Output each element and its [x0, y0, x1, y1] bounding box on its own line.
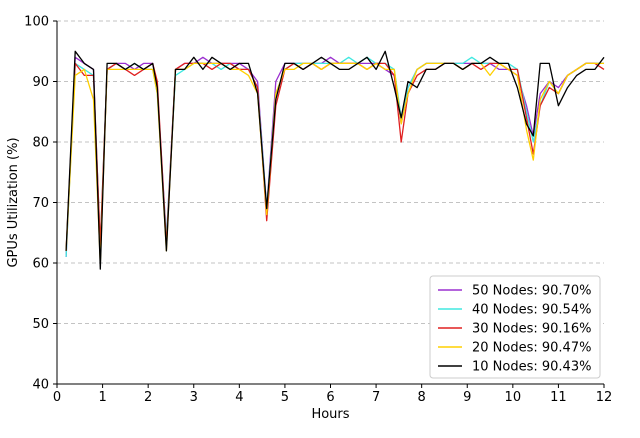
x-tick-label: 5	[281, 390, 289, 405]
x-tick-label: 2	[144, 390, 152, 405]
x-tick-label: 0	[53, 390, 61, 405]
series-line-4	[65, 50, 605, 270]
x-tick-label: 4	[235, 390, 243, 405]
series-line-1	[65, 56, 604, 257]
x-tick-label: 7	[372, 390, 380, 405]
legend: 50 Nodes: 90.70% 40 Nodes: 90.54% 30 Nodes…	[429, 275, 601, 379]
y-tick-label: 90	[32, 75, 49, 90]
x-tick-label: 10	[505, 390, 522, 405]
x-tick-label: 11	[550, 390, 567, 405]
x-tick-label: 9	[463, 390, 471, 405]
series-line-3	[65, 62, 604, 264]
x-tick-label: 1	[98, 390, 106, 405]
x-tick-label: 8	[418, 390, 426, 405]
legend-entry-0: 50 Nodes: 90.70%	[472, 284, 591, 299]
y-tick-label: 70	[32, 196, 49, 211]
series-layer	[65, 50, 605, 270]
x-tick-label: 6	[326, 390, 334, 405]
x-tick-label: 12	[596, 390, 613, 405]
x-tick-label: 3	[190, 390, 198, 405]
y-tick-label: 50	[32, 317, 49, 332]
series-line-0	[65, 56, 604, 257]
legend-entry-4: 10 Nodes: 90.43%	[472, 360, 591, 375]
legend-entry-1: 40 Nodes: 90.54%	[472, 303, 591, 318]
x-axis-label: Hours	[311, 407, 349, 422]
y-tick-label: 60	[32, 257, 49, 272]
legend-entry-2: 30 Nodes: 90.16%	[472, 322, 591, 337]
series-line-2	[65, 62, 605, 251]
y-tick-label: 80	[32, 136, 49, 151]
y-axis-label: GPUs Utilization (%)	[6, 137, 21, 267]
legend-entry-3: 20 Nodes: 90.47%	[472, 341, 591, 356]
y-tick-label: 100	[24, 15, 49, 30]
y-tick-label: 40	[32, 378, 49, 393]
legend-box	[429, 275, 601, 379]
